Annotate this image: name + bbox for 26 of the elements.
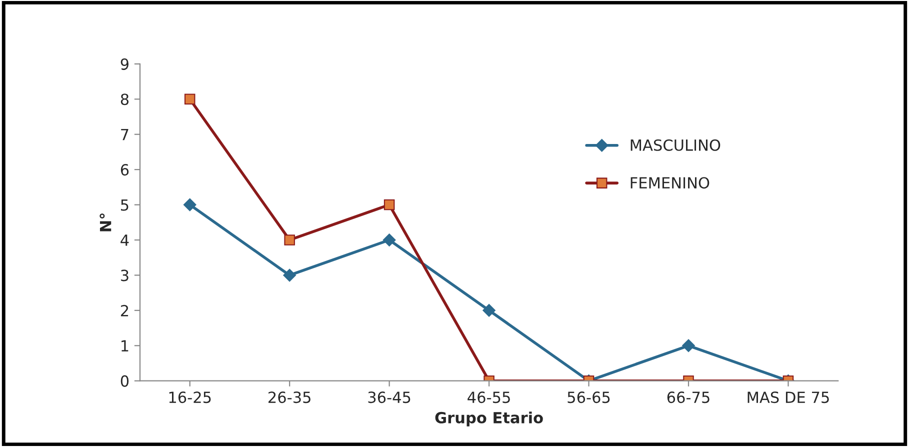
x-tick-label: 26-35 [268, 392, 310, 404]
x-tick-label: 46-55 [468, 392, 510, 404]
x-tick-label: 66-75 [667, 392, 710, 404]
y-tick-label: 5 [121, 199, 128, 211]
x-tick-label: 56-65 [568, 392, 610, 404]
y-tick-label: 9 [120, 58, 128, 70]
y-tick-label: 1 [122, 340, 128, 352]
y-tick-label: 2 [120, 304, 128, 316]
y-tick-label: 8 [120, 94, 129, 106]
point [183, 198, 196, 212]
y-axis-title: N° [100, 214, 112, 232]
point [284, 234, 295, 246]
y-tick-label: 3 [121, 270, 128, 282]
x-axis-title: Grupo Etario [435, 412, 543, 426]
x-tick-label: MAS DE 75 [748, 392, 829, 404]
legend-label: FEMENINO [630, 177, 710, 189]
point [283, 268, 296, 282]
y-tick-label: 0 [120, 375, 129, 387]
legend-label: MASCULINO [630, 139, 720, 151]
point [384, 199, 395, 210]
y-tick-label: 4 [120, 234, 129, 246]
y-tick-label: 6 [120, 164, 129, 176]
point [382, 234, 396, 246]
y-tick-label: 7 [121, 129, 128, 140]
x-tick-label: 16-25 [169, 392, 211, 404]
x-tick-label: 36-45 [368, 392, 410, 404]
